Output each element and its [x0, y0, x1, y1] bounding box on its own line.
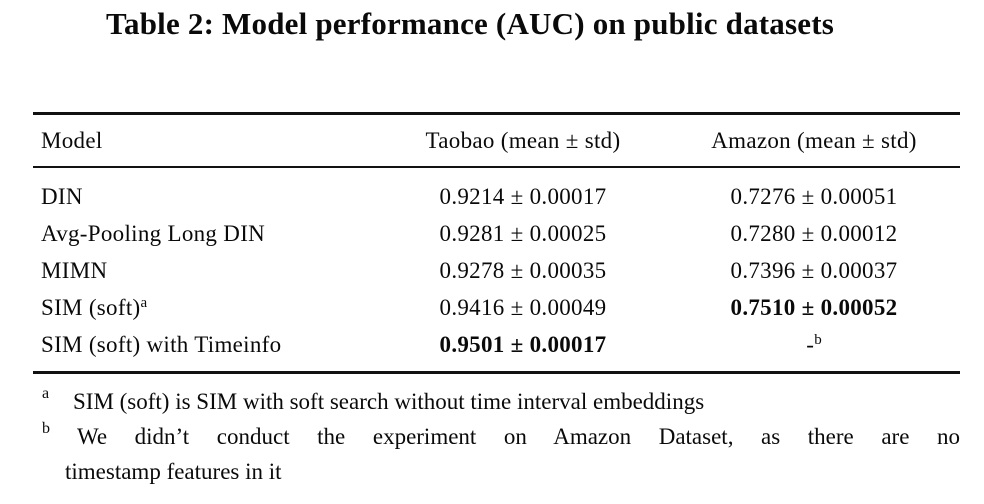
taobao-value-cell: 0.9214 ± 0.00017 [439, 183, 607, 209]
amazon-value-cell: 0.7396 ± 0.00037 [730, 257, 898, 283]
footnote-a-reference: a [140, 294, 148, 311]
footnote-b-text-line2: timestamp features in it [65, 459, 282, 484]
column-header-taobao: Taobao (mean ± std) [378, 113, 668, 168]
model-cell: MIMN [41, 257, 108, 283]
taobao-value-cell: 0.9281 ± 0.00025 [439, 220, 607, 246]
amazon-value-cell: 0.7276 ± 0.00051 [730, 183, 898, 209]
model-cell: Avg-Pooling Long DIN [41, 220, 266, 246]
model-cell: DIN [41, 183, 83, 209]
footnote-a-marker: a [42, 385, 50, 402]
taobao-value-cell: 0.9278 ± 0.00035 [439, 257, 607, 283]
taobao-value-cell-best: 0.9501 ± 0.00017 [439, 331, 607, 357]
model-cell: SIM (soft) with Timeinfo [41, 331, 282, 357]
footnote-a: a SIM (soft) is SIM with soft search wit… [42, 384, 960, 419]
footnote-b-reference: b [814, 331, 822, 348]
taobao-value-cell: 0.9416 ± 0.00049 [439, 294, 607, 320]
table-row: DIN 0.9214 ± 0.00017 0.7276 ± 0.00051 [33, 167, 960, 215]
table-row: MIMN 0.9278 ± 0.00035 0.7396 ± 0.00037 [33, 252, 960, 289]
header-row: Model Taobao (mean ± std) Amazon (mean ±… [33, 113, 960, 168]
amazon-value-cell: 0.7280 ± 0.00012 [730, 220, 898, 246]
missing-value-dash: - [806, 331, 815, 357]
footnote-b-text-line1: We didn’t conduct the experiment on Amaz… [77, 424, 960, 449]
amazon-value-cell-best: 0.7510 ± 0.00052 [730, 294, 898, 320]
table-caption: Table 2: Model performance (AUC) on publ… [105, 6, 835, 41]
column-header-model: Model [33, 113, 378, 168]
column-header-amazon: Amazon (mean ± std) [668, 113, 960, 168]
performance-table: Model Taobao (mean ± std) Amazon (mean ±… [33, 112, 960, 374]
table-row: SIM (soft) with Timeinfo 0.9501 ± 0.0001… [33, 326, 960, 373]
table-footnotes: a SIM (soft) is SIM with soft search wit… [42, 384, 960, 489]
model-cell: SIM (soft)a [33, 289, 378, 326]
model-label: SIM (soft) [41, 294, 141, 320]
table-row: Avg-Pooling Long DIN 0.9281 ± 0.00025 0.… [33, 215, 960, 252]
amazon-value-cell-missing: -b [668, 326, 960, 373]
footnote-b: b We didn’t conduct the experiment on Am… [42, 419, 960, 489]
table-row: SIM (soft)a 0.9416 ± 0.00049 0.7510 ± 0.… [33, 289, 960, 326]
footnote-b-marker: b [42, 420, 50, 437]
footnote-a-text: SIM (soft) is SIM with soft search witho… [73, 389, 705, 414]
